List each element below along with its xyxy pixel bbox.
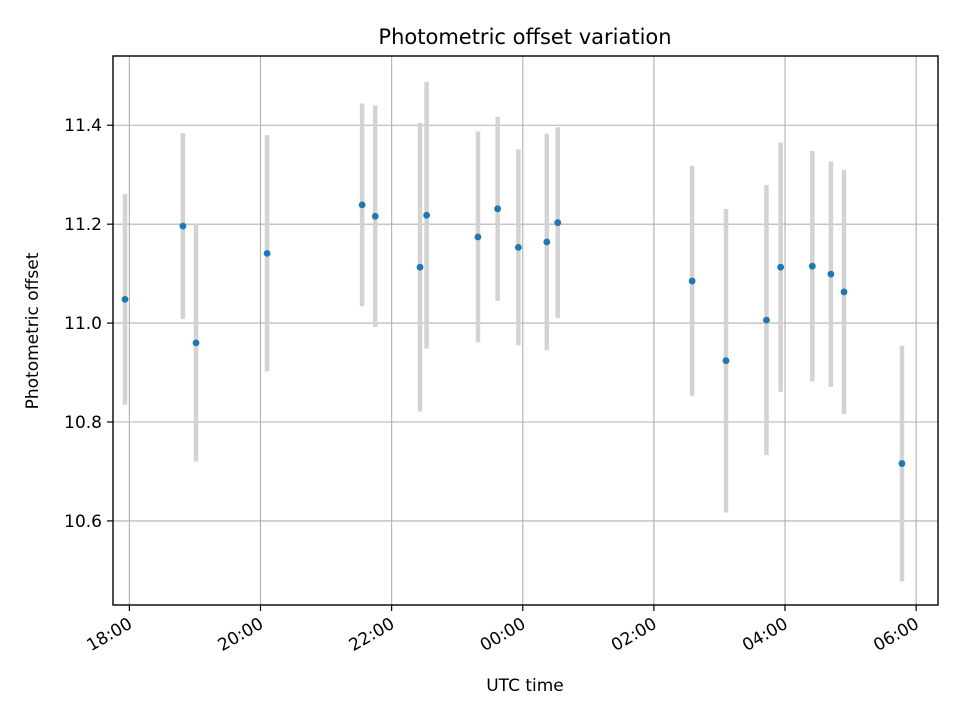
- data-point: [554, 219, 562, 227]
- data-point: [722, 357, 730, 365]
- x-axis-title: UTC time: [486, 676, 564, 696]
- data-point: [371, 212, 379, 220]
- data-point: [808, 262, 816, 270]
- data-point: [898, 460, 906, 467]
- data-point: [763, 316, 770, 324]
- data-point: [263, 249, 271, 257]
- data-point: [777, 263, 785, 271]
- data-point: [474, 233, 482, 241]
- y-tick-label: 11.0: [64, 314, 102, 334]
- data-point: [121, 295, 129, 303]
- data-point: [827, 270, 835, 278]
- data-point: [358, 201, 366, 209]
- y-tick-label: 11.2: [64, 215, 102, 235]
- plot-frame: [112, 55, 939, 606]
- y-tick-label: 11.4: [64, 116, 102, 136]
- data-point: [514, 244, 522, 251]
- data-point: [423, 211, 431, 219]
- chart-title: Photometric offset variation: [378, 25, 671, 49]
- data-point: [688, 277, 696, 285]
- y-tick-label: 10.6: [64, 512, 102, 532]
- data-point: [416, 263, 424, 271]
- data-point: [192, 339, 200, 347]
- data-point: [494, 205, 502, 213]
- y-tick-label: 10.8: [64, 413, 102, 433]
- data-point: [179, 222, 187, 230]
- data-point: [543, 238, 551, 246]
- y-axis-title: Photometric offset: [23, 252, 43, 409]
- data-point: [840, 288, 848, 296]
